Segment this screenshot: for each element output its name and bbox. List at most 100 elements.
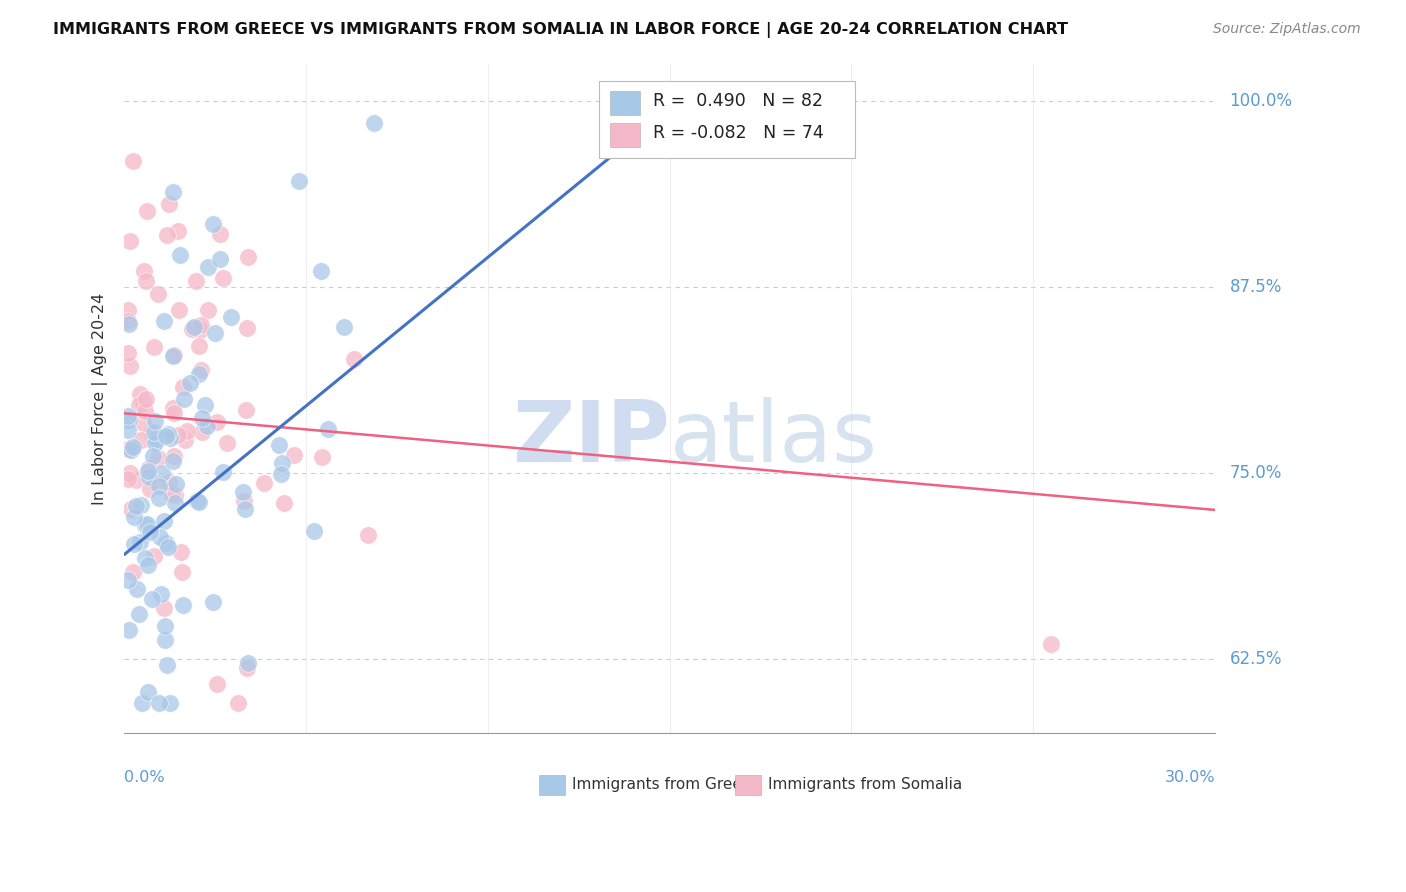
Point xyxy=(118,466,141,480)
Point xyxy=(120,443,142,458)
Point xyxy=(124,473,146,487)
Point xyxy=(236,656,259,670)
Point xyxy=(135,516,157,531)
Point xyxy=(170,566,193,580)
Point xyxy=(159,431,181,445)
Point xyxy=(148,491,170,506)
Point xyxy=(357,528,380,542)
Point xyxy=(235,402,257,417)
Point xyxy=(186,274,208,288)
Point xyxy=(165,477,187,491)
Point xyxy=(134,263,156,277)
Point xyxy=(135,392,157,407)
FancyBboxPatch shape xyxy=(735,775,761,795)
Point xyxy=(134,403,156,417)
Point xyxy=(162,401,184,415)
Point xyxy=(167,428,190,442)
Point xyxy=(236,250,259,264)
Point xyxy=(188,323,211,337)
Point xyxy=(138,461,160,475)
Point xyxy=(204,326,226,341)
Text: R =  0.490   N = 82: R = 0.490 N = 82 xyxy=(654,92,824,110)
Point xyxy=(152,600,174,615)
Point xyxy=(152,515,174,529)
Point xyxy=(128,607,150,622)
Point xyxy=(160,487,183,501)
Point xyxy=(219,310,242,325)
Point xyxy=(153,619,176,633)
Point xyxy=(141,591,163,606)
Point xyxy=(117,442,139,456)
Point xyxy=(173,392,195,406)
Point xyxy=(162,185,184,199)
Point xyxy=(131,696,153,710)
Point xyxy=(191,425,214,439)
FancyBboxPatch shape xyxy=(599,81,855,158)
Point xyxy=(197,419,219,434)
Point xyxy=(143,549,166,563)
Point xyxy=(156,657,179,672)
Point xyxy=(145,432,167,446)
Point xyxy=(174,433,197,447)
Point xyxy=(156,540,179,554)
Text: Immigrants from Somalia: Immigrants from Somalia xyxy=(768,777,962,792)
Point xyxy=(148,479,170,493)
Point xyxy=(131,498,153,512)
Point xyxy=(122,566,145,580)
Point xyxy=(117,302,139,317)
Point xyxy=(132,416,155,430)
Point xyxy=(162,454,184,468)
Text: IMMIGRANTS FROM GREECE VS IMMIGRANTS FROM SOMALIA IN LABOR FORCE | AGE 20-24 COR: IMMIGRANTS FROM GREECE VS IMMIGRANTS FRO… xyxy=(53,22,1069,38)
Point xyxy=(143,414,166,428)
Point xyxy=(163,348,186,362)
Point xyxy=(149,530,172,544)
Point xyxy=(169,303,191,318)
Point xyxy=(211,271,233,285)
Point xyxy=(343,351,366,366)
Point xyxy=(1040,637,1063,651)
Point xyxy=(139,425,162,440)
Point xyxy=(172,379,194,393)
Point xyxy=(228,696,250,710)
Point xyxy=(283,448,305,462)
Point xyxy=(146,287,169,301)
Point xyxy=(309,264,332,278)
Point xyxy=(194,399,217,413)
Point xyxy=(122,509,145,524)
Point xyxy=(118,234,141,248)
Point xyxy=(233,494,256,508)
Point xyxy=(163,406,186,420)
Y-axis label: In Labor Force | Age 20-24: In Labor Force | Age 20-24 xyxy=(93,293,108,505)
Point xyxy=(302,524,325,538)
Point xyxy=(132,395,155,409)
Point xyxy=(187,339,209,353)
Point xyxy=(311,450,333,464)
Point xyxy=(207,416,229,430)
Point xyxy=(163,449,186,463)
Point xyxy=(125,499,148,513)
Point xyxy=(135,274,157,288)
Point xyxy=(288,174,311,188)
Point xyxy=(167,224,190,238)
Point xyxy=(159,696,181,710)
Point xyxy=(176,424,198,438)
Point xyxy=(145,476,167,491)
Text: 62.5%: 62.5% xyxy=(1230,649,1282,667)
Point xyxy=(153,633,176,648)
Point xyxy=(157,475,180,489)
Point xyxy=(134,518,156,533)
Point xyxy=(143,340,166,354)
Point xyxy=(148,696,170,710)
Point xyxy=(143,436,166,450)
Point xyxy=(143,425,166,439)
Point xyxy=(236,321,259,335)
Point xyxy=(122,537,145,551)
Point xyxy=(142,449,165,463)
Point xyxy=(138,464,160,478)
Point xyxy=(332,319,354,334)
Point xyxy=(146,451,169,466)
Point xyxy=(188,494,211,508)
Point xyxy=(269,438,291,452)
Point xyxy=(273,496,295,510)
Point xyxy=(155,536,177,550)
